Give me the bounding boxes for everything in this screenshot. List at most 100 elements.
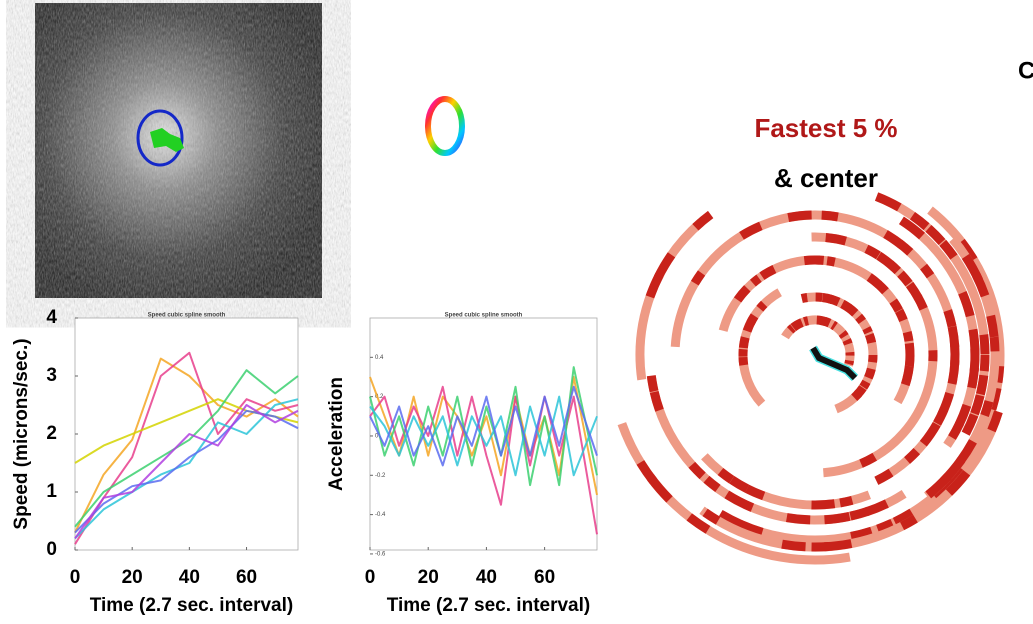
ring-fast (849, 506, 871, 521)
x-tick-label: 0 (365, 567, 376, 588)
ring-fast (874, 468, 894, 485)
ring-fast (838, 330, 849, 339)
ring-fast (830, 320, 838, 331)
ring-fast (785, 513, 811, 525)
ring-fast (787, 210, 812, 223)
rainbow-outline (425, 96, 465, 156)
ring-fast (850, 526, 873, 541)
ring-fast (874, 192, 902, 212)
x-axis-label: Time (2.7 sec. interval) (90, 595, 293, 616)
ring-fast (756, 300, 768, 312)
x-tick-label: 40 (179, 567, 200, 588)
ring-fast (931, 481, 950, 500)
ring-fast (958, 290, 975, 318)
series-line (74, 409, 299, 534)
ring-fast (897, 270, 913, 287)
ring-arc (699, 410, 1003, 552)
x-tick-label: 20 (122, 567, 143, 588)
x-tick-label: 60 (534, 567, 555, 588)
ring-fast (989, 336, 1000, 352)
ring-fast (876, 518, 895, 534)
ring-fast (902, 331, 914, 342)
ring-fast (980, 400, 994, 418)
y-tick-label: 1 (46, 481, 57, 502)
ring-fast (909, 212, 930, 231)
ring-fast (947, 359, 960, 385)
plot-frame (74, 317, 299, 551)
ring-fast (786, 324, 796, 334)
center-track-core (810, 346, 858, 381)
ring-fast (790, 321, 800, 332)
y-tick-label: -0.2 (375, 473, 386, 479)
ring-fast (816, 315, 823, 326)
ring-fast (979, 334, 990, 355)
ring-fast (900, 376, 912, 387)
series-line (369, 385, 598, 467)
ring-fast (686, 513, 711, 534)
ring-fast (717, 510, 744, 529)
ring-fast (851, 390, 862, 401)
series-line (74, 369, 299, 528)
ring-fast (864, 244, 881, 260)
ring-arc (635, 219, 704, 381)
ring-fast (987, 387, 1002, 411)
ring-fast (889, 298, 903, 313)
ring-fast (729, 476, 750, 493)
ring-fast (993, 365, 1005, 384)
ring-fast (733, 285, 751, 303)
ring-fast (864, 367, 876, 380)
ring-fast (913, 294, 928, 311)
ring-fast (811, 499, 836, 510)
center-label: & center (774, 163, 878, 193)
polar-plot (617, 192, 1005, 565)
ring-fast (900, 514, 918, 531)
ring-arc (719, 206, 1005, 545)
ring-fast (823, 317, 832, 328)
ring-fast (875, 280, 889, 295)
ring-fast (839, 495, 854, 508)
y-tick-label: 0 (46, 539, 57, 560)
y-tick-label: 3 (46, 365, 57, 386)
ring-fast (972, 273, 990, 298)
ring-fast (759, 265, 777, 280)
ring-fast (887, 260, 901, 275)
ring-fast (717, 467, 735, 484)
panel-letter: C (1018, 57, 1033, 84)
ring-fast (902, 365, 914, 380)
ring-fast (636, 460, 657, 484)
x-axis-label: Time (2.7 sec. interval) (387, 595, 590, 616)
ring-fast (955, 403, 972, 427)
y-tick-label: 0 (375, 434, 379, 440)
ring-fast (703, 475, 721, 493)
x-tick-label: 20 (418, 567, 439, 588)
ring-fast (904, 354, 915, 367)
series-line (74, 351, 299, 545)
y-tick-label: 0.2 (375, 394, 384, 400)
ring-fast (864, 499, 889, 517)
ring-fast (925, 225, 946, 245)
ring-fast (945, 469, 971, 496)
ring-fast (842, 338, 853, 346)
ring-fast (904, 448, 921, 464)
ring-fast (948, 421, 964, 440)
y-axis-label: Acceleration (326, 377, 347, 491)
cell-outline (136, 109, 184, 167)
ring-fast (844, 359, 854, 366)
chart-title: Speed cubic spline smooth (148, 313, 226, 319)
ring-fast (645, 272, 664, 299)
ring-fast (688, 461, 706, 480)
ring-fast (859, 452, 878, 468)
ring-arc (617, 422, 851, 565)
x-tick-label: 0 (70, 567, 81, 588)
ring-arc (811, 232, 938, 478)
ring-fast (967, 367, 979, 389)
ring-fast (692, 210, 714, 231)
y-tick-label: -0.4 (375, 512, 386, 518)
fastest-label: Fastest 5 % (754, 113, 897, 143)
microscope-image (35, 3, 322, 298)
series-line (74, 404, 299, 539)
x-tick-label: 40 (476, 567, 497, 588)
ring-fast (794, 318, 804, 330)
y-axis-label: Speed (microns/sec.) (11, 338, 32, 529)
